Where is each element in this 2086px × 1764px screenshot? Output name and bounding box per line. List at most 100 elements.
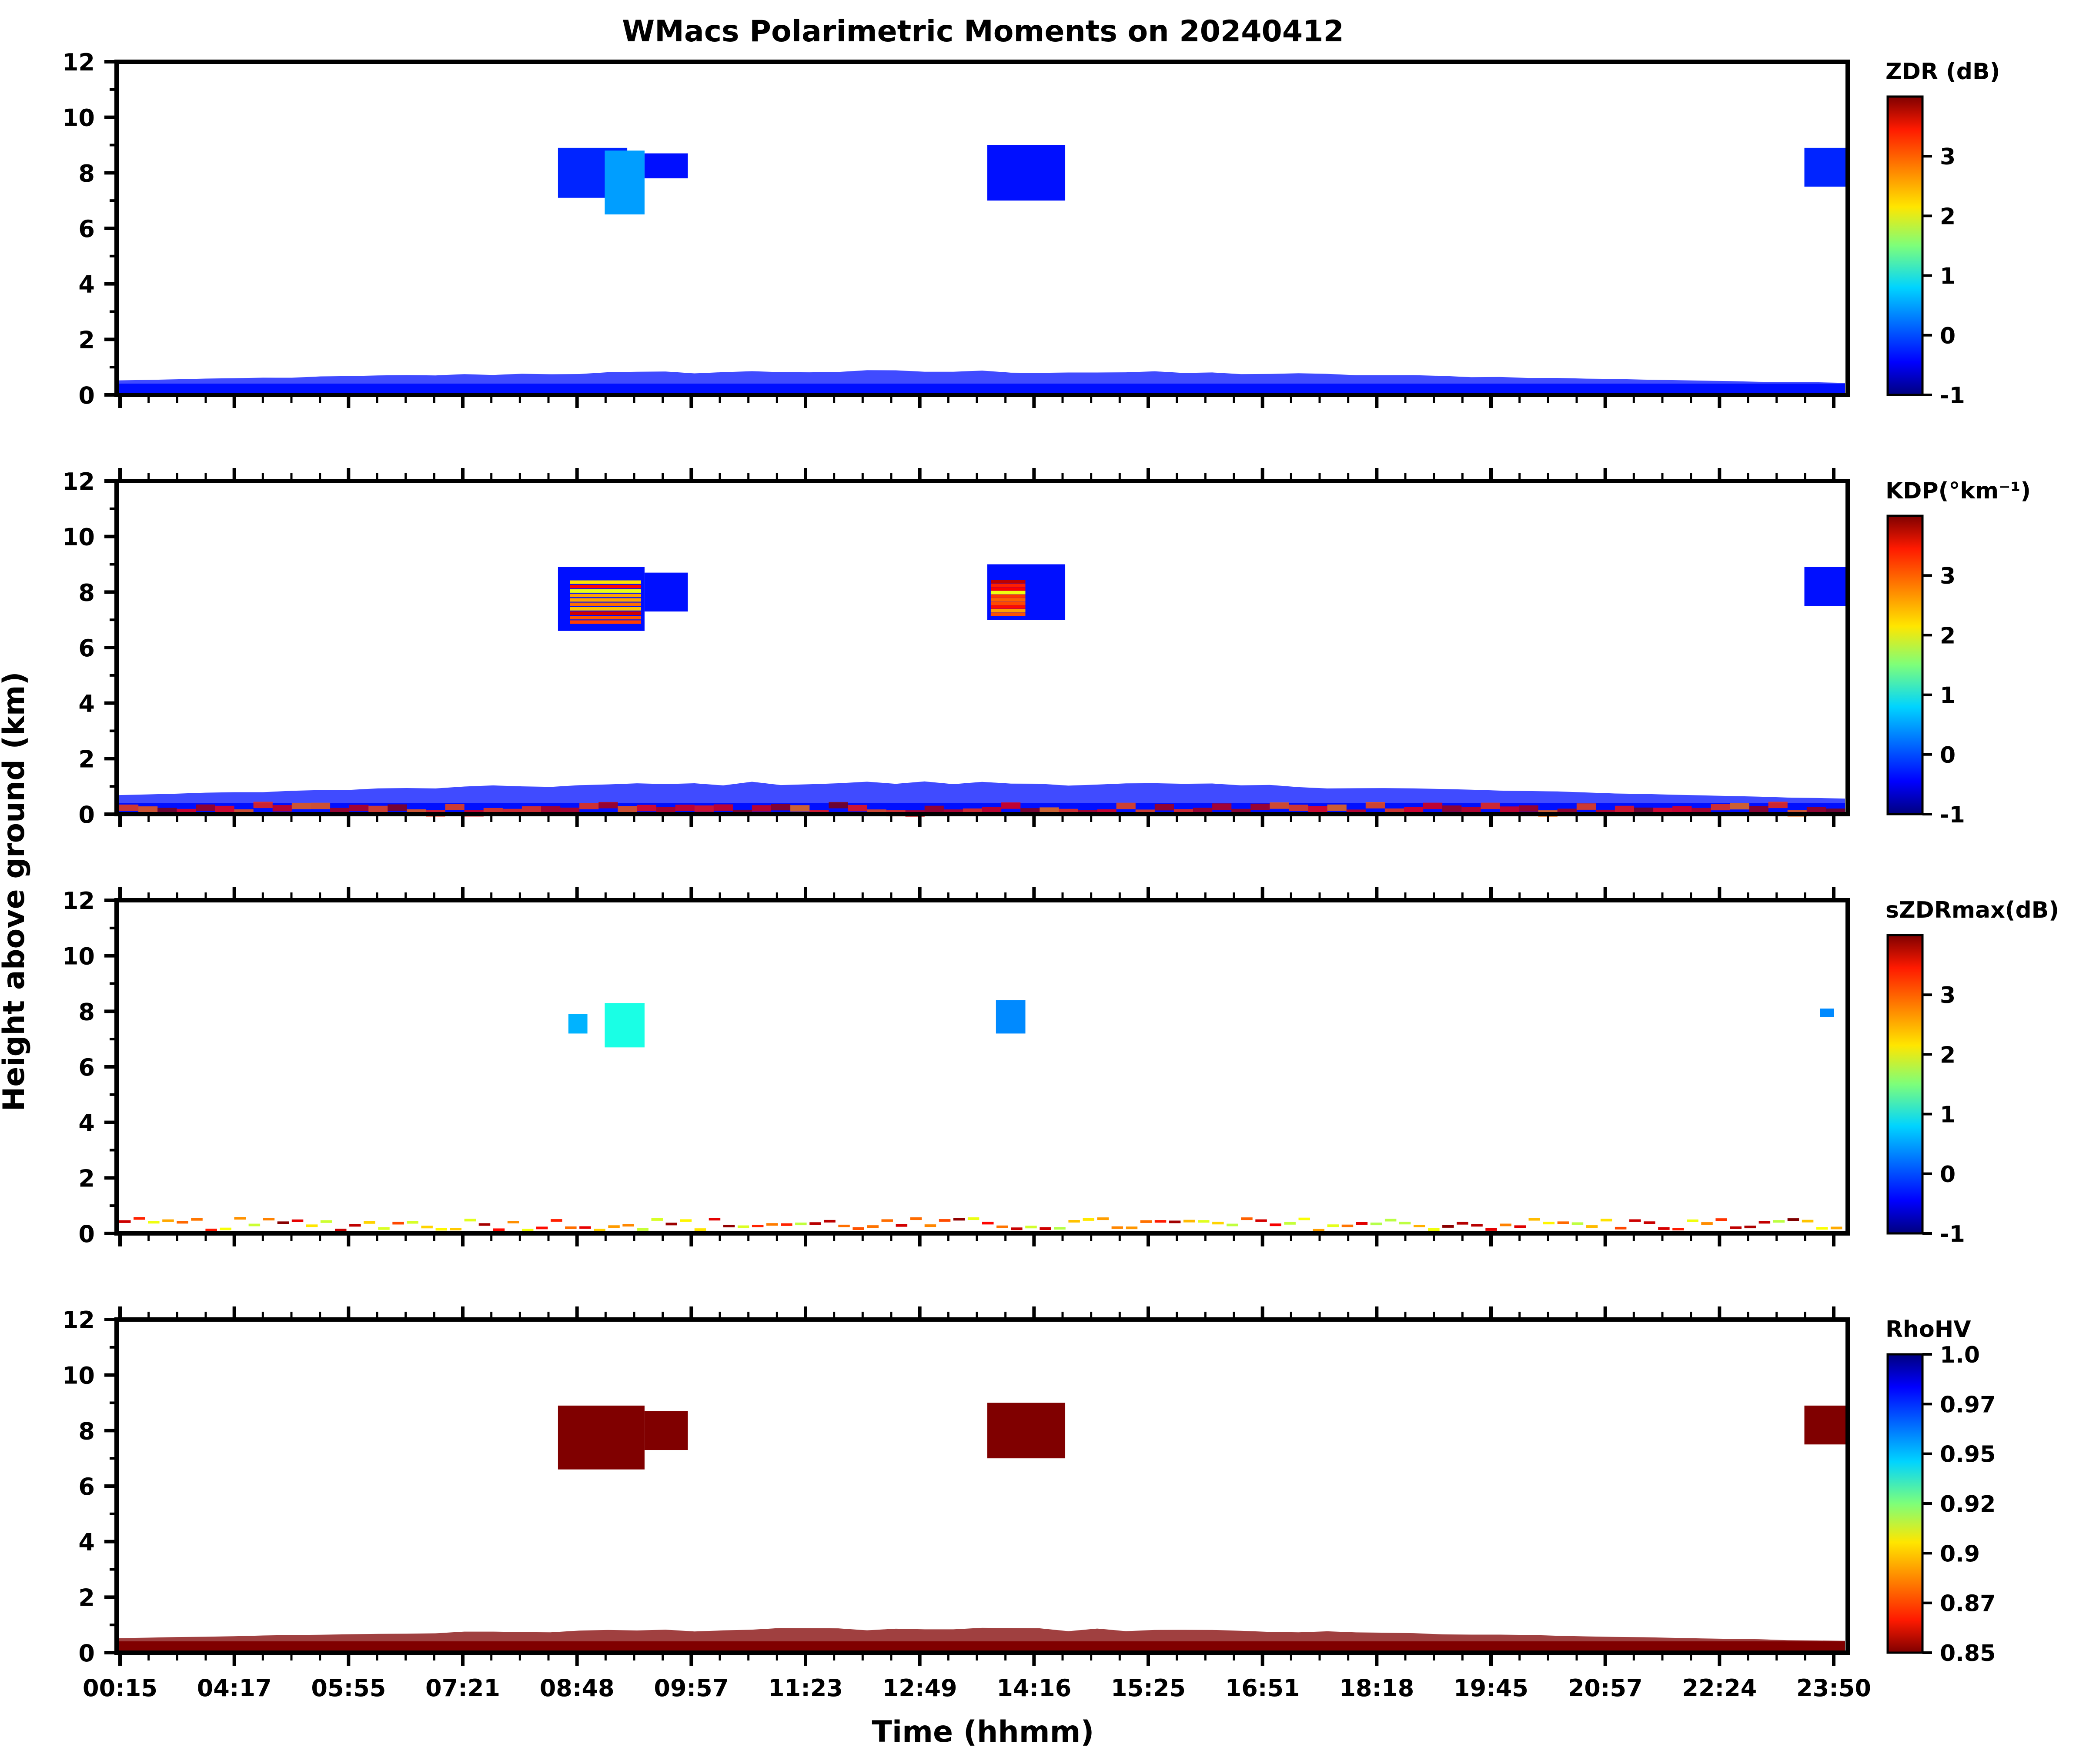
ground-speckle [1715, 1218, 1727, 1221]
ground-speckle [1773, 1220, 1785, 1223]
ground-speckle [565, 1226, 577, 1229]
ground-clutter-hot [924, 805, 944, 812]
ground-speckle [478, 1223, 491, 1226]
kdp-streak [570, 598, 641, 602]
x-tick-label: 20:57 [1568, 1674, 1643, 1702]
ground-speckle [1428, 1228, 1440, 1231]
echo-region [644, 572, 688, 612]
kdp-streak [990, 598, 1026, 602]
ground-speckle [694, 1228, 706, 1231]
ground-speckle [277, 1221, 289, 1224]
colorbar-tick-label: 0.97 [1940, 1392, 1996, 1418]
colorbar-tick-label: 0.95 [1940, 1442, 1996, 1468]
ground-speckle [1414, 1225, 1425, 1227]
ground-speckle [1802, 1219, 1814, 1223]
plot-frame [114, 60, 1850, 397]
ground-clutter-hot [1270, 802, 1289, 809]
y-tick-label: 2 [78, 326, 95, 354]
y-tick-label: 0 [78, 382, 95, 409]
ground-speckle [953, 1218, 965, 1221]
y-tick-label: 6 [78, 1054, 95, 1081]
echo-region [644, 1411, 688, 1450]
ground-clutter-hot [618, 806, 637, 812]
ground-speckle [1471, 1224, 1483, 1227]
x-tick-label: 09:57 [654, 1674, 729, 1702]
ground-speckle [1543, 1222, 1555, 1225]
ground-speckle [263, 1218, 275, 1221]
ground-speckle [1571, 1222, 1584, 1225]
kdp-streak [570, 616, 641, 620]
ground-speckle [1111, 1226, 1123, 1229]
ground-clutter-hot [1806, 807, 1826, 813]
y-axis-label: Height above ground (km) [0, 672, 31, 1111]
y-tick-label: 6 [78, 1473, 95, 1500]
ground-speckle [579, 1226, 591, 1229]
x-tick-label: 12:49 [883, 1674, 957, 1702]
y-tick-label: 0 [78, 1640, 95, 1667]
y-tick-label: 10 [62, 1362, 95, 1390]
kdp-streak [990, 587, 1026, 591]
ground-speckle [1356, 1222, 1368, 1225]
y-tick-label: 8 [78, 160, 95, 187]
ground-clutter-hot [1730, 803, 1749, 810]
ground-speckle [1816, 1227, 1828, 1230]
x-tick-label: 14:16 [996, 1674, 1071, 1702]
ground-clutter-hot [829, 802, 848, 808]
plot-frame [114, 898, 1850, 1236]
colorbar [1886, 514, 1924, 815]
ground-clutter-hot [541, 806, 561, 813]
x-tick-label: 18:18 [1339, 1674, 1414, 1702]
ground-speckle [1083, 1218, 1094, 1221]
ground-speckle [450, 1228, 461, 1231]
colorbar [1886, 95, 1924, 396]
ground-speckle [1701, 1222, 1713, 1225]
ground-speckle [1140, 1220, 1152, 1223]
y-tick-label: 8 [78, 998, 95, 1026]
x-tick-label: 22:24 [1682, 1674, 1757, 1702]
ground-speckle [1730, 1226, 1742, 1229]
ground-speckle [1399, 1222, 1411, 1225]
echo-region [987, 145, 1066, 201]
kdp-streak [990, 605, 1026, 609]
ground-clutter-base [119, 384, 1845, 393]
ground-speckle [162, 1219, 174, 1222]
ground-clutter-hot [1308, 806, 1327, 812]
ground-speckle [407, 1221, 418, 1224]
y-tick-label: 0 [78, 801, 95, 829]
x-tick-label: 00:15 [83, 1674, 157, 1702]
colorbar-tick-label: -1 [1940, 383, 1965, 409]
ground-speckle [1154, 1220, 1167, 1223]
ground-clutter-hot [1481, 802, 1500, 809]
ground-speckle [1025, 1226, 1037, 1229]
ground-speckle [939, 1219, 951, 1222]
ground-clutter-hot [1327, 804, 1347, 811]
ground-speckle [119, 1220, 131, 1223]
ground-speckle [766, 1223, 778, 1226]
ground-clutter-hot [1519, 805, 1538, 812]
ground-clutter-hot [637, 805, 656, 812]
colorbar-tick-label: 2 [1940, 1042, 1956, 1068]
kdp-streak [990, 612, 1026, 616]
ground-clutter-base [119, 1641, 1845, 1651]
ground-speckle [551, 1219, 562, 1222]
ground-speckle [896, 1224, 908, 1227]
x-tick-label: 08:48 [540, 1674, 615, 1702]
colorbar-label: KDP(°km⁻¹) [1885, 478, 2031, 504]
y-tick-label: 4 [78, 1109, 95, 1137]
ground-clutter-hot [848, 805, 867, 812]
ground-speckle [709, 1218, 721, 1221]
y-tick-label: 10 [62, 104, 95, 132]
y-tick-label: 0 [78, 1220, 95, 1248]
plot-frame [114, 1317, 1850, 1655]
colorbar-tick-label: 1 [1940, 1102, 1956, 1128]
ground-clutter-hot [1365, 802, 1385, 808]
echo-region [1804, 567, 1848, 606]
colorbar-label: RhoHV [1885, 1316, 1971, 1343]
ground-clutter-hot [253, 802, 273, 808]
ground-speckle [1644, 1221, 1655, 1224]
y-tick-label: 2 [78, 745, 95, 773]
x-tick-label: 11:23 [768, 1674, 843, 1702]
colorbar-tick-label: 0 [1940, 1162, 1956, 1188]
colorbar-tick-label: 0 [1940, 323, 1956, 349]
ground-speckle [1097, 1217, 1109, 1220]
